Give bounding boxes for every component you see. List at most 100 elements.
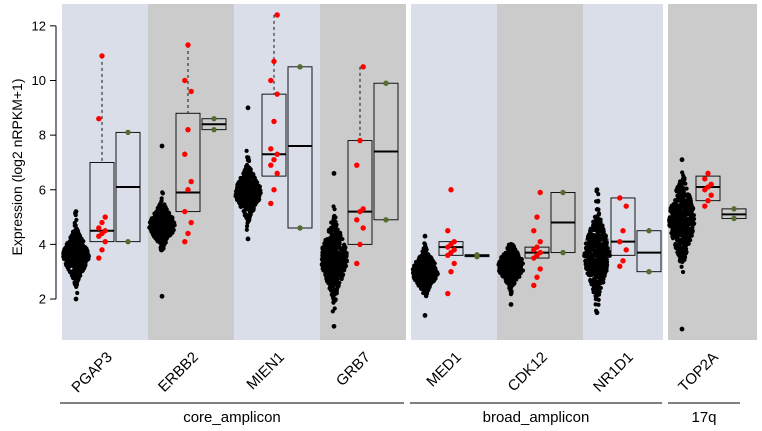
nr1d1-red-point: [623, 203, 629, 209]
y-tick-label-8: 8: [39, 128, 46, 143]
nr1d1-black-point: [601, 277, 606, 282]
med1-black-max-point: [422, 233, 428, 239]
erbb2-red-point: [185, 42, 191, 48]
nr1d1-red-point: [617, 238, 623, 245]
cdk12-black-box: [499, 260, 523, 275]
grb7-red-point: [360, 64, 366, 70]
nr1d1-red-point: [617, 195, 623, 201]
nr1d1-black-point: [604, 268, 609, 273]
med1-red-points: [445, 187, 457, 297]
nr1d1-black-point: [591, 284, 597, 290]
panel-gap-0: [406, 4, 411, 340]
grb7-black-point: [333, 298, 338, 303]
pgap3-black-point: [67, 269, 73, 274]
group-label-17q: 17q: [691, 409, 716, 426]
erbb2-black-point: [160, 190, 165, 195]
nr1d1-black-point: [596, 268, 601, 274]
nr1d1-red-point: [623, 247, 629, 253]
grb7-black-point: [340, 236, 345, 242]
mien1-green-point: [297, 64, 303, 70]
grb7-black-point: [331, 216, 337, 221]
top2a-black-point: [682, 240, 687, 245]
panel-gap-1: [663, 4, 668, 340]
erbb2-green-point: [211, 116, 217, 122]
erbb2-red-point: [182, 151, 188, 157]
mien1-red-point: [274, 91, 280, 97]
mien1-black-point: [239, 185, 244, 190]
med1-black-point: [415, 266, 420, 272]
nr1d1-black-point: [592, 233, 598, 239]
pgap3-black-point: [85, 248, 90, 254]
grb7-green-point: [383, 80, 389, 86]
grb7-black-point: [330, 258, 335, 263]
nr1d1-black-point: [583, 259, 588, 264]
top2a-black-point: [677, 206, 682, 211]
med1-black-point: [414, 276, 420, 282]
erbb2-black-point: [159, 199, 164, 204]
nr1d1-black-point: [602, 232, 607, 238]
mien1-black-max-point: [245, 105, 251, 111]
med1-black-point: [421, 287, 426, 293]
pgap3-red-point: [99, 53, 105, 59]
med1-black-box: [413, 265, 437, 281]
nr1d1-black-point: [591, 247, 597, 252]
cdk12-red-point: [537, 266, 543, 272]
erbb2-green-point: [211, 126, 217, 133]
panel-bg-erbb2: [148, 4, 234, 340]
nr1d1-black-point: [587, 259, 592, 264]
mien1-black-point: [239, 202, 244, 207]
top2a-black-point: [675, 186, 680, 192]
mien1-black-min-point: [245, 236, 251, 242]
med1-black-point: [419, 253, 424, 258]
nr1d1-black-point: [596, 297, 601, 302]
cdk12-red-point: [537, 238, 543, 245]
group-label-core_amplicon: core_amplicon: [183, 409, 281, 426]
top2a-black-point: [678, 238, 684, 243]
nr1d1-black-point: [598, 263, 603, 268]
nr1d1-black-point: [588, 279, 593, 284]
erbb2-black-point: [166, 232, 171, 237]
pgap3-black-point: [74, 272, 79, 277]
cdk12-black-point: [499, 255, 504, 260]
top2a-black-point: [676, 183, 682, 188]
grb7-black-point: [332, 248, 338, 253]
nr1d1-black-point: [587, 233, 592, 238]
top2a-red-point: [708, 192, 714, 198]
grb7-black-point: [327, 275, 332, 280]
pgap3-black-point: [72, 223, 77, 228]
nr1d1-red-point: [620, 228, 626, 234]
top2a-black-min-point: [679, 326, 685, 332]
pgap3-red-point: [99, 219, 105, 226]
grb7-green-points: [383, 80, 389, 223]
nr1d1-black-point: [591, 219, 596, 224]
top2a-black-point: [681, 190, 686, 195]
grb7-red-point: [357, 241, 363, 248]
erbb2-black-point: [163, 240, 168, 245]
grb7-red-point: [354, 260, 360, 267]
pgap3-red-point: [96, 255, 102, 261]
pgap3-black-point: [81, 262, 87, 267]
mien1-red-point: [274, 151, 280, 157]
pgap3-black-point: [75, 290, 80, 296]
erbb2-black-point: [153, 219, 158, 225]
erbb2-red-point: [182, 77, 188, 84]
med1-red-point: [445, 228, 451, 234]
top2a-red-point: [702, 176, 708, 182]
x-tick-label-cdk12: CDK12: [505, 349, 551, 395]
pgap3-black-point: [73, 213, 78, 218]
panel-separators: [406, 4, 668, 340]
y-tick-label-12: 12: [32, 18, 46, 33]
y-axis: 2 4 6 8 10 12: [32, 18, 57, 307]
mien1-black-point: [246, 158, 252, 164]
erbb2-red-point: [182, 238, 188, 245]
nr1d1-black-point: [594, 199, 599, 204]
x-tick-label-pgap3: PGAP3: [68, 349, 115, 396]
top2a-black-point: [677, 242, 682, 248]
med1-black-point: [420, 282, 425, 287]
top2a-black-points: [667, 157, 697, 332]
mien1-red-point: [271, 118, 277, 125]
grb7-black-point: [344, 258, 349, 263]
grb7-red-point: [360, 225, 366, 231]
nr1d1-black-point: [586, 272, 591, 277]
top2a-black-point: [684, 186, 689, 191]
